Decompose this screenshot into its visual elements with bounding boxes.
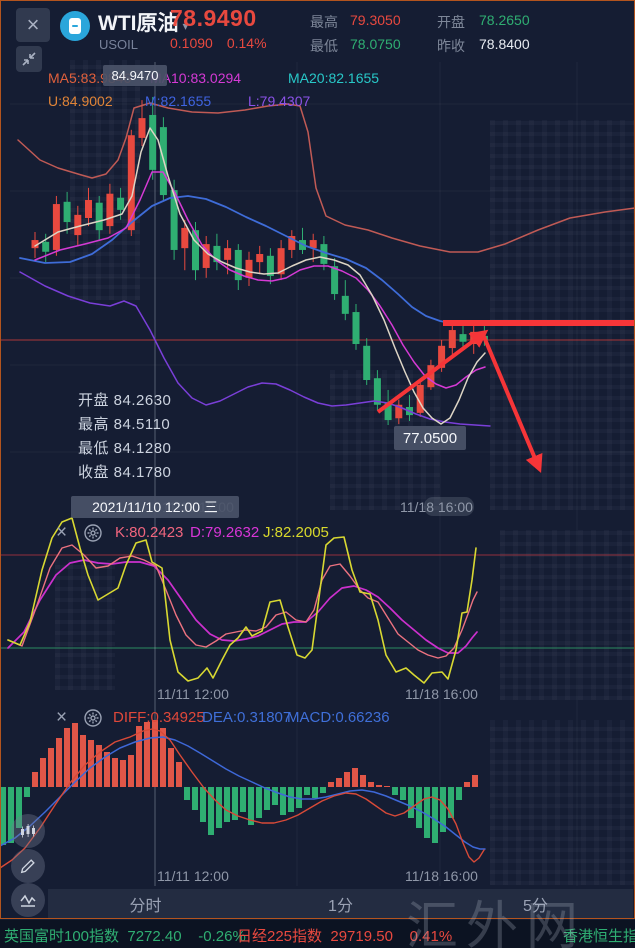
macd-dea-value: DEA:0.31807 <box>202 709 292 726</box>
main-axis-date2: 11/18 16:00 <box>400 499 473 515</box>
ohlc-close: 收盘 84.1780 <box>78 464 172 481</box>
stat-value-prevclose: 78.8400 <box>479 36 530 52</box>
price-change: 0.1090 0.14% <box>170 35 267 51</box>
tab-1min[interactable]: 1分 <box>328 897 353 915</box>
pencil-icon <box>20 859 35 874</box>
crosshair-date-tooltip: 2021/11/10 12:00 三 <box>71 496 239 518</box>
symbol-title[interactable]: WTI原油 ▾ <box>98 12 189 35</box>
index-ticker-bar: 英国富时100指数 7272.40 -0.26% 日经225指数 29719.5… <box>0 920 635 948</box>
chevron-down-icon: ▾ <box>182 19 189 33</box>
ma20-label: MA20:82.1655 <box>288 70 380 86</box>
boll-upper-label: U:84.9002 <box>48 93 113 109</box>
ma5 <box>34 127 486 425</box>
kdj-d-value: D:79.2632 <box>190 524 260 541</box>
kdj-d <box>7 559 478 654</box>
boll-lower <box>19 271 491 427</box>
stat-value-low: 78.0750 <box>350 36 401 52</box>
tab-5min[interactable]: 5分 <box>523 897 548 915</box>
macd-close-icon[interactable]: × <box>56 707 68 728</box>
macd-dea <box>0 736 486 850</box>
ohlc-open: 开盘 84.2630 <box>78 392 172 409</box>
boll-lower-label: L:79.4307 <box>248 93 311 109</box>
draw-tools-button[interactable] <box>11 849 45 883</box>
uptrend-arrow <box>376 329 489 414</box>
kdj-j <box>7 517 477 684</box>
macd-macd-value: MACD:0.66236 <box>287 709 390 726</box>
collapse-icon <box>22 52 36 66</box>
boll-upper <box>17 102 635 253</box>
tab-timeline[interactable]: 分时 <box>129 897 162 915</box>
stat-label-prevclose: 昨收 <box>437 38 465 54</box>
macd-diff-value: DIFF:0.34925 <box>113 709 205 726</box>
macd-settings-icon[interactable] <box>82 707 104 729</box>
symbol-code: USOIL <box>99 37 139 52</box>
stat-value-high: 79.3050 <box>350 12 401 28</box>
candlestick-icon <box>21 824 35 838</box>
boll-mid-label: M:82.1655 <box>145 93 212 109</box>
kdj-j-value: J:82.2005 <box>263 524 329 541</box>
axis-highlight-pill <box>424 497 474 516</box>
ma10-label: MA10:83.0294 <box>150 70 242 86</box>
site-watermark: 汇外网 <box>406 898 587 948</box>
kdj-k <box>7 544 478 659</box>
wave-icon <box>20 894 36 907</box>
macd-axis-date1: 11/11 12:00 <box>157 868 229 884</box>
symbol-badge-icon <box>60 11 90 41</box>
last-price: 78.9490 <box>170 5 257 31</box>
ohlc-low: 最低 84.1280 <box>78 440 172 457</box>
ohlc-high: 最高 84.5110 <box>78 416 171 433</box>
stat-label-open: 开盘 <box>437 14 465 30</box>
breakdown-arrow <box>480 331 543 473</box>
timeframe-tabbar: 分时 1分 5分 <box>48 889 633 918</box>
macd-diff <box>0 728 485 869</box>
ma10 <box>34 171 486 389</box>
kdj-axis-date1: 11/11 12:00 <box>157 686 229 702</box>
stat-label-high: 最高 <box>310 14 338 30</box>
ticker-item-nikkei[interactable]: 日经225指数 29719.50 0.41% <box>237 928 453 945</box>
ticker-item-ftse[interactable]: 英国富时100指数 7272.40 -0.26% <box>4 928 246 945</box>
low-price-tooltip: 77.0500 <box>394 426 466 450</box>
stat-value-open: 78.2650 <box>479 12 530 28</box>
kdj-settings-icon[interactable] <box>82 522 104 544</box>
chart-type-button[interactable] <box>11 814 45 848</box>
mid-ma20 <box>19 195 486 326</box>
macd-axis-date2: 11/18 16:00 <box>405 868 478 884</box>
crosshair-price-tooltip: 84.9470 <box>103 65 167 86</box>
kdj-close-icon[interactable]: × <box>56 522 68 543</box>
indicator-button[interactable] <box>11 883 45 917</box>
collapse-button[interactable] <box>16 46 42 72</box>
ticker-item-hangseng[interactable]: 香港恒生指数 <box>563 928 635 945</box>
kdj-axis-date2: 11/18 16:00 <box>405 686 478 702</box>
close-chart-button[interactable]: × <box>16 8 50 42</box>
stat-label-low: 最低 <box>310 38 338 54</box>
kdj-k-value: K:80.2423 <box>115 524 184 541</box>
